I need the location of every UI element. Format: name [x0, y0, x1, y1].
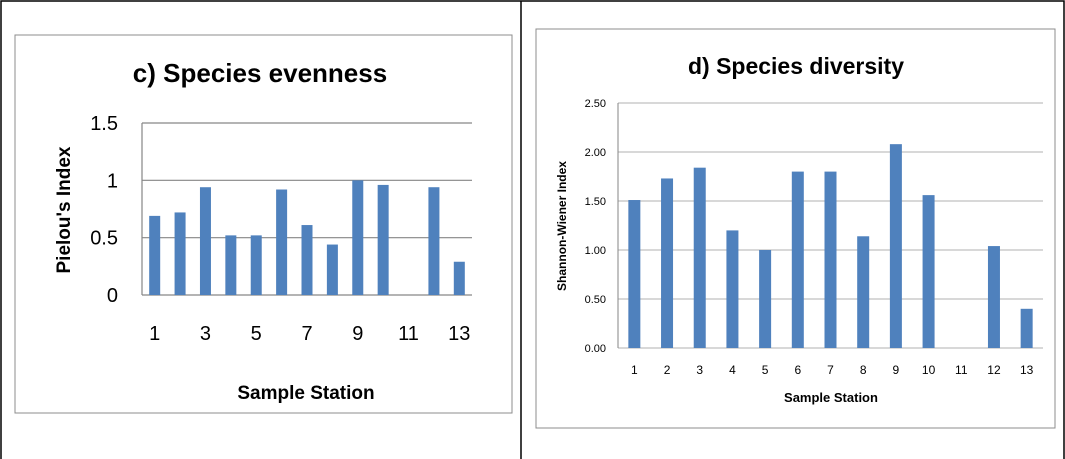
bar-station-3	[693, 167, 706, 348]
x-tick-label: 3	[200, 323, 211, 345]
y-tick-label: 0.50	[585, 294, 606, 306]
x-tick-label: 11	[955, 363, 968, 377]
y-tick-label: 1.50	[585, 196, 606, 208]
bar-station-4	[726, 230, 739, 348]
y-axis-label: Shannon-Wiener Index	[555, 161, 569, 291]
bar-station-1	[628, 200, 641, 348]
x-tick-label: 1	[631, 363, 638, 377]
bar-station-5	[759, 250, 772, 348]
x-tick-label: 2	[664, 363, 671, 377]
x-axis-label: Sample Station	[784, 390, 878, 405]
bar-station-3	[199, 187, 211, 295]
x-tick-label: 6	[794, 363, 801, 377]
bar-station-5	[250, 235, 262, 295]
bar-station-13	[1020, 308, 1033, 348]
x-tick-label: 4	[729, 363, 736, 377]
bar-station-9	[889, 144, 902, 348]
y-tick-label: 1	[107, 170, 118, 192]
x-tick-label: 10	[922, 363, 936, 377]
bar-station-10	[377, 184, 389, 295]
bar-station-9	[352, 180, 364, 295]
bar-station-13	[453, 261, 465, 295]
y-tick-label: 0	[107, 285, 118, 307]
x-tick-label: 8	[860, 363, 867, 377]
y-tick-label: 2.50	[585, 98, 606, 110]
x-tick-label: 13	[448, 323, 470, 345]
x-tick-label: 9	[352, 323, 363, 345]
bar-station-1	[149, 215, 161, 295]
chart-title: c) Species evenness	[133, 58, 387, 88]
y-tick-label: 2.00	[585, 147, 606, 159]
x-axis-label: Sample Station	[237, 383, 374, 404]
bar-station-6	[791, 171, 804, 348]
x-tick-label: 1	[149, 323, 160, 345]
x-tick-label: 7	[301, 323, 312, 345]
bar-station-6	[276, 189, 288, 295]
x-tick-label: 7	[827, 363, 834, 377]
x-tick-label: 11	[398, 323, 419, 345]
x-tick-label: 9	[893, 363, 900, 377]
y-axis-label: Pielou's Index	[54, 146, 75, 273]
bar-station-10	[922, 195, 935, 348]
bar-station-7	[301, 225, 313, 295]
chart-species-diversity: d) Species diversity 0.00 0.50 1.00 1.50 2.0…	[535, 28, 1056, 429]
x-tick-label: 13	[1020, 363, 1034, 377]
chart-title: d) Species diversity	[688, 53, 904, 79]
y-tick-label: 0.5	[90, 228, 118, 250]
bar-station-12	[428, 187, 440, 295]
y-tick-label: 1.5	[90, 113, 118, 135]
x-tick-label: 5	[762, 363, 769, 377]
bar-station-8	[857, 236, 870, 348]
bar-station-4	[225, 235, 237, 295]
chart-species-evenness: c) Species evenness 00.511.5 1 3 5 7 9 11 13 P…	[14, 34, 513, 414]
bar-station-2	[661, 178, 674, 348]
x-tick-label: 12	[987, 363, 1001, 377]
bar-station-12	[987, 246, 1000, 348]
y-tick-label: 0.00	[585, 343, 606, 355]
y-tick-label: 1.00	[585, 245, 606, 257]
bar-station-7	[824, 171, 837, 348]
bar-station-8	[326, 244, 338, 295]
x-tick-label: 5	[251, 323, 262, 345]
bar-station-2	[174, 212, 186, 295]
x-tick-label: 3	[696, 363, 703, 377]
